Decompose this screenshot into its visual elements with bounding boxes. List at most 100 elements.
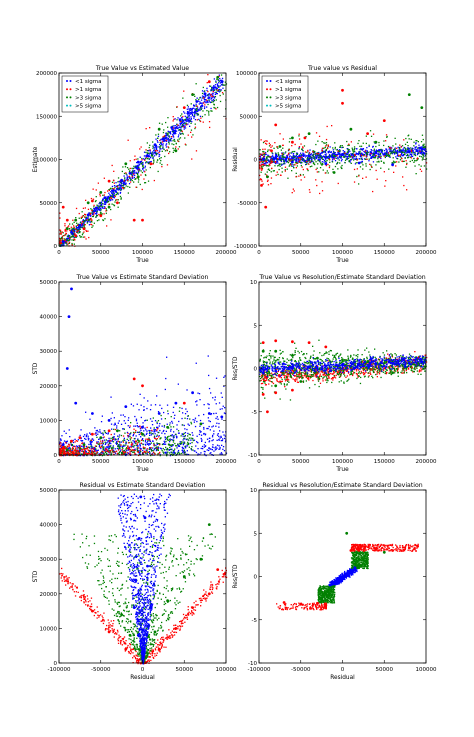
cloud-dot-sigma3 (133, 438, 135, 440)
cloud-dot-sigma1 (134, 415, 136, 418)
cloud-dot-sigma2 (59, 243, 62, 245)
legend-marker (69, 104, 72, 107)
cloud-dot-sigma1 (118, 445, 121, 447)
cloud-dot-sigma3 (223, 84, 225, 86)
cloud-dot-sigma2 (143, 451, 145, 453)
cloud-dot-sigma2 (209, 126, 211, 129)
cloud-dot-sigma2 (59, 217, 61, 219)
cloud-dot-sigma2 (59, 448, 61, 450)
cloud-dot-sigma1 (188, 108, 190, 110)
cloud-dot-sigma1 (294, 157, 296, 159)
cloud-dot-sigma2 (325, 138, 328, 141)
cloud-dot-sigma2 (393, 171, 395, 173)
cloud-dot-sigma2 (59, 242, 61, 244)
cloud-dot-sigma1 (213, 412, 215, 415)
point-series-0 (74, 401, 78, 405)
cloud-dot-sigma1 (182, 124, 184, 127)
cloud-dot-sigma1 (199, 107, 201, 109)
cloud-dot-sigma2 (344, 152, 346, 154)
point-series-1 (149, 162, 153, 166)
cloud-dot-sigma3 (70, 233, 72, 235)
cloud-dot-sigma3 (76, 222, 78, 224)
cloud-dot-sigma3 (119, 447, 121, 449)
cloud-dot-sigma3 (388, 168, 390, 170)
cloud-dot-sigma1 (206, 89, 208, 92)
cloud-dot-sigma1 (155, 144, 158, 147)
cloud-dot-sigma1 (346, 153, 348, 156)
point-series-0 (178, 118, 182, 122)
cloud-dot-sigma2 (196, 105, 198, 107)
cloud-dot-sigma3 (353, 146, 356, 148)
cloud-dot-sigma3 (71, 444, 73, 446)
cloud-dot-sigma2 (356, 159, 358, 161)
cloud-dot-sigma3 (353, 155, 355, 157)
cloud-dot-sigma2 (400, 146, 402, 148)
cloud-dot-sigma2 (215, 108, 217, 110)
cloud-dot-sigma1 (364, 152, 367, 154)
point-series-2 (107, 205, 111, 209)
cloud-dot-sigma1 (178, 445, 181, 447)
x-tick-label: 150000 (374, 250, 395, 256)
cloud-dot-sigma2 (59, 229, 61, 231)
cloud-dot-sigma3 (269, 160, 271, 162)
cloud-dot-sigma1 (186, 389, 188, 391)
cloud-dot-sigma1 (214, 449, 217, 451)
cloud-dot-sigma2 (183, 126, 185, 128)
cloud-dot-sigma3 (393, 162, 395, 164)
cloud-dot-sigma1 (224, 437, 226, 440)
cloud-dot-sigma3 (291, 151, 293, 153)
cloud-dot-sigma1 (144, 165, 146, 167)
cloud-dot-sigma1 (156, 435, 158, 437)
cloud-dot-sigma2 (145, 438, 147, 440)
cloud-dot-sigma1 (89, 432, 91, 434)
cloud-dot-sigma1 (343, 154, 345, 156)
x-tick-label: 50000 (92, 250, 110, 256)
cloud-dot-sigma1 (219, 446, 221, 449)
cloud-dot-sigma3 (392, 149, 395, 151)
cloud-dot-sigma3 (334, 154, 336, 157)
cloud-dot-sigma3 (283, 161, 285, 163)
cloud-dot-sigma3 (82, 236, 84, 238)
density-cloud (59, 355, 228, 457)
cloud-dot-sigma3 (266, 159, 269, 161)
cloud-dot-sigma1 (78, 445, 80, 447)
cloud-dot-sigma1 (168, 131, 171, 133)
cloud-dot-sigma1 (412, 148, 414, 150)
cloud-dot-sigma1 (139, 444, 141, 446)
cloud-dot-sigma1 (138, 168, 141, 170)
cloud-dot-sigma1 (369, 151, 371, 153)
cloud-dot-sigma3 (334, 146, 336, 149)
cloud-dot-sigma2 (87, 230, 89, 232)
cloud-dot-sigma2 (60, 233, 62, 235)
cloud-dot-sigma1 (321, 161, 323, 163)
cloud-dot-sigma1 (128, 183, 131, 185)
cloud-dot-sigma3 (270, 171, 272, 173)
cloud-dot-sigma1 (332, 155, 334, 158)
cloud-dot-sigma3 (295, 157, 298, 159)
cloud-dot-sigma2 (142, 446, 145, 448)
cloud-dot-sigma1 (144, 441, 147, 443)
cloud-dot-sigma1 (190, 108, 192, 110)
cloud-dot-sigma3 (263, 151, 265, 153)
cloud-dot-sigma3 (111, 438, 114, 440)
cloud-dot-sigma1 (296, 161, 298, 163)
cloud-dot-sigma3 (172, 426, 175, 428)
cloud-dot-sigma1 (153, 430, 155, 432)
legend-label: <1 sigma (275, 79, 301, 85)
cloud-dot-sigma3 (413, 145, 415, 147)
cloud-dot-sigma2 (59, 242, 61, 245)
cloud-dot-sigma1 (122, 414, 124, 416)
cloud-dot-sigma1 (153, 151, 155, 154)
cloud-dot-sigma1 (346, 158, 348, 161)
cloud-dot-sigma3 (161, 443, 164, 446)
cloud-dot-sigma1 (350, 159, 352, 161)
cloud-dot-sigma3 (92, 215, 94, 218)
cloud-dot-sigma1 (331, 155, 333, 157)
cloud-dot-sigma3 (159, 162, 161, 164)
cloud-dot-sigma1 (106, 440, 109, 442)
cloud-dot-sigma1 (378, 152, 380, 154)
cloud-dot-sigma3 (197, 113, 199, 115)
cloud-dot-sigma3 (411, 148, 413, 150)
cloud-dot-sigma3 (380, 153, 382, 155)
cloud-dot-sigma1 (104, 206, 106, 208)
